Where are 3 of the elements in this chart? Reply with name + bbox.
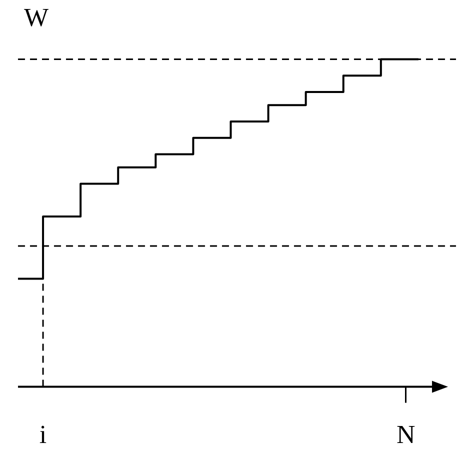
y-axis-title: W — [24, 2, 49, 32]
x-tick-label: N — [396, 420, 416, 450]
x-tick-label: i — [39, 420, 47, 450]
